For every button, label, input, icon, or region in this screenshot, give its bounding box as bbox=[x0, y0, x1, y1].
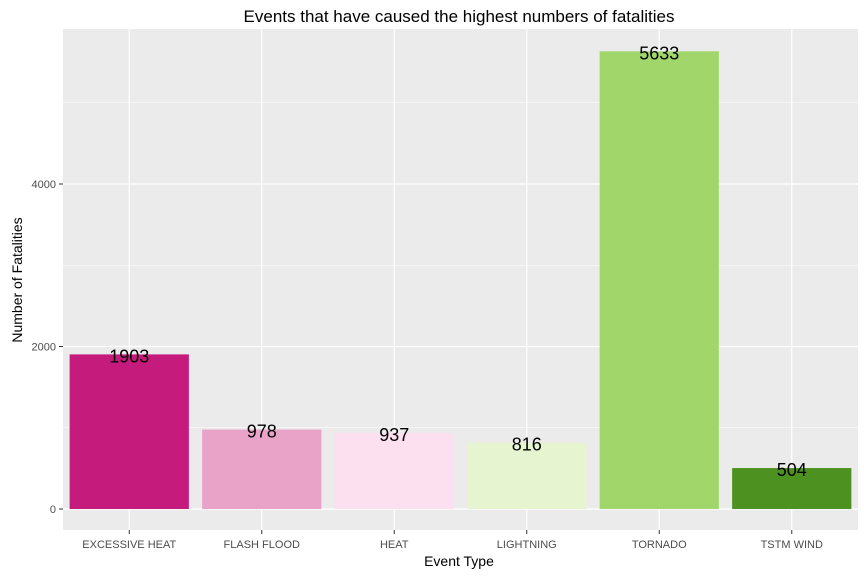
x-tick-label: TORNADO bbox=[632, 539, 687, 551]
data-label: 504 bbox=[777, 460, 807, 480]
bar bbox=[334, 432, 454, 509]
y-axis: 0 2000 4000 bbox=[32, 179, 63, 516]
data-label: 937 bbox=[379, 425, 409, 445]
data-label: 5633 bbox=[639, 43, 679, 63]
bar bbox=[202, 429, 322, 509]
bar bbox=[732, 468, 852, 509]
y-axis-title: Number of Fatalities bbox=[9, 217, 25, 342]
plot-panel bbox=[63, 29, 858, 530]
data-label: 978 bbox=[247, 422, 277, 442]
bar bbox=[599, 51, 719, 509]
x-tick-label: TSTM WIND bbox=[761, 539, 823, 551]
x-axis: EXCESSIVE HEAT FLASH FLOOD HEAT LIGHTNING TO… bbox=[82, 530, 823, 551]
y-tick-label: 0 bbox=[50, 504, 56, 516]
x-tick-label: FLASH FLOOD bbox=[224, 539, 300, 551]
y-tick-label: 4000 bbox=[32, 179, 56, 191]
x-tick-label: LIGHTNING bbox=[497, 539, 557, 551]
bar bbox=[69, 354, 189, 509]
data-labels: 1903 978 937 816 5633 504 bbox=[109, 43, 807, 480]
x-tick-label: EXCESSIVE HEAT bbox=[82, 539, 176, 551]
x-axis-title: Event Type bbox=[424, 553, 494, 569]
x-tick-label: HEAT bbox=[380, 539, 409, 551]
data-label: 816 bbox=[512, 435, 542, 455]
data-label: 1903 bbox=[109, 346, 149, 366]
bar bbox=[467, 442, 587, 509]
bars bbox=[69, 51, 852, 509]
y-tick-label: 2000 bbox=[32, 342, 56, 354]
chart-title: Events that have caused the highest numb… bbox=[244, 7, 675, 26]
